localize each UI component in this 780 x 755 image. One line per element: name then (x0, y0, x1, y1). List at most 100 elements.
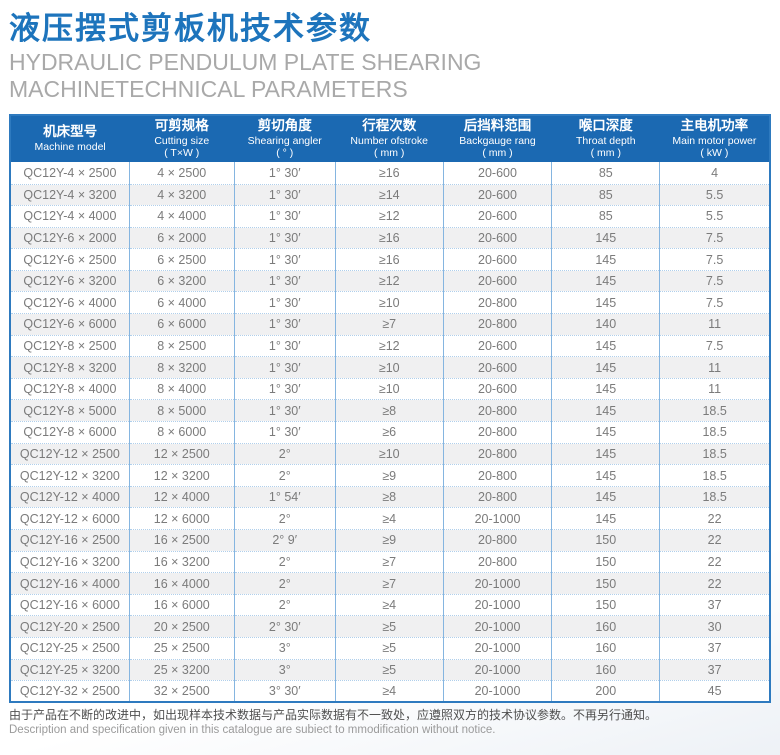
table-cell-motor-power: 11 (659, 377, 770, 400)
column-label-en: Shearing angler (247, 134, 322, 147)
table-cell-shearing-angle: 3° (234, 658, 336, 681)
table-cell-motor-power: 22 (659, 507, 770, 530)
table-row: QC12Y-16 × 2500 16 × 2500 2° 9′ ≥9 20-800 150… (10, 529, 770, 552)
table-cell-strokes: ≥8 (335, 399, 444, 422)
table-cell-throat-depth: 145 (551, 377, 661, 400)
table-cell-cutting-size: 6 × 6000 (129, 313, 235, 336)
table-cell-throat-depth: 145 (551, 248, 661, 271)
table-cell-model: QC12Y-12 × 6000 (10, 507, 130, 530)
table-cell-strokes: ≥4 (335, 507, 444, 530)
table-cell-shearing-angle: 1° 30′ (234, 313, 336, 336)
table-cell-cutting-size: 6 × 4000 (129, 291, 235, 314)
table-cell-throat-depth: 145 (551, 334, 661, 357)
table-cell-strokes: ≥16 (335, 248, 444, 271)
table-cell-throat-depth: 145 (551, 485, 661, 508)
column-header-shearing-angle: 剪切角度 Shearing angler( ° ) (234, 115, 336, 163)
column-header-inner: 主电机功率 Main motor power( kW ) (660, 118, 769, 159)
column-label-cn: 喉口深度 (578, 118, 633, 134)
column-label-en: Machine model (34, 140, 106, 153)
table-cell-cutting-size: 16 × 4000 (129, 572, 235, 595)
table-cell-shearing-angle: 2° 9′ (234, 529, 336, 552)
column-label-cn: 剪切角度 (257, 118, 312, 134)
column-header-cutting-size: 可剪规格 Cutting size( T×W ) (129, 115, 235, 163)
table-cell-backgauge: 20-600 (443, 205, 553, 228)
table-cell-strokes: ≥7 (335, 572, 444, 595)
table-cell-throat-depth: 145 (551, 507, 661, 530)
table-cell-strokes: ≥14 (335, 183, 444, 206)
table-cell-throat-depth: 160 (551, 615, 661, 638)
table-cell-model: QC12Y-20 × 2500 (10, 615, 130, 638)
column-header-inner: 可剪规格 Cutting size( T×W ) (129, 118, 234, 159)
table-cell-motor-power: 18.5 (659, 421, 770, 444)
table-cell-shearing-angle: 1° 30′ (234, 291, 336, 314)
table-cell-throat-depth: 145 (551, 356, 661, 379)
table-cell-cutting-size: 4 × 2500 (129, 162, 235, 185)
table-cell-strokes: ≥4 (335, 593, 444, 616)
table-cell-strokes: ≥5 (335, 658, 444, 681)
table-cell-shearing-angle: 1° 30′ (234, 377, 336, 400)
table-cell-motor-power: 37 (659, 658, 770, 681)
table-cell-cutting-size: 4 × 4000 (129, 205, 235, 228)
table-row: QC12Y-4 × 2500 4 × 2500 1° 30′ ≥16 20-600 85 4 (10, 162, 770, 185)
footer-note: 由于产品在不断的改进中，如出现样本技术数据与产品实际数据有不一致处，应遵照双方的… (9, 708, 771, 737)
table-cell-model: QC12Y-16 × 2500 (10, 529, 130, 552)
table-cell-model: QC12Y-4 × 4000 (10, 205, 130, 228)
table-cell-cutting-size: 4 × 3200 (129, 183, 235, 206)
table-cell-shearing-angle: 2° (234, 507, 336, 530)
column-header-throat-depth: 喉口深度 Throat depth( mm ) (551, 115, 660, 163)
table-cell-cutting-size: 25 × 2500 (129, 636, 235, 660)
table-cell-backgauge: 20-600 (443, 269, 553, 292)
table-cell-strokes: ≥9 (335, 529, 444, 552)
table-cell-throat-depth: 145 (551, 399, 661, 422)
table-row: QC12Y-12 × 4000 12 × 4000 1° 54′ ≥8 20-800 14… (10, 485, 770, 508)
table-cell-strokes: ≥10 (335, 377, 444, 400)
table-cell-motor-power: 7.5 (659, 334, 770, 357)
table-cell-strokes: ≥10 (335, 356, 444, 379)
table-cell-model: QC12Y-8 × 3200 (10, 356, 130, 379)
column-header-inner: 剪切角度 Shearing angler( ° ) (234, 118, 335, 159)
table-cell-throat-depth: 150 (551, 572, 661, 595)
table-cell-backgauge: 20-600 (443, 183, 553, 206)
table-cell-motor-power: 7.5 (659, 269, 770, 292)
column-label-en: Backgauge rang (459, 134, 536, 147)
table-cell-backgauge: 20-600 (443, 226, 553, 249)
page-title: 液压摆式剪板机技术参数 (9, 11, 372, 46)
table-cell-model: QC12Y-4 × 3200 (10, 183, 130, 206)
specs-table-body: QC12Y-4 × 2500 4 × 2500 1° 30′ ≥16 20-600 85 4… (10, 162, 770, 703)
table-cell-throat-depth: 145 (551, 442, 661, 465)
table-cell-shearing-angle: 2° (234, 593, 336, 616)
table-cell-cutting-size: 16 × 6000 (129, 593, 235, 616)
table-row: QC12Y-12 × 2500 12 × 2500 2° ≥10 20-800 145 18… (10, 442, 770, 465)
table-cell-backgauge: 20-800 (443, 313, 553, 336)
catalog-page: 液压摆式剪板机技术参数 HYDRAULIC PENDULUM PLATE SHE… (0, 3, 780, 738)
table-cell-motor-power: 7.5 (659, 226, 770, 249)
table-cell-cutting-size: 12 × 6000 (129, 507, 235, 530)
table-cell-model: QC12Y-8 × 6000 (10, 421, 130, 444)
table-cell-cutting-size: 6 × 3200 (129, 269, 235, 292)
table-cell-cutting-size: 12 × 3200 (129, 464, 235, 487)
table-cell-motor-power: 37 (659, 636, 770, 660)
table-cell-throat-depth: 145 (551, 291, 661, 314)
table-cell-strokes: ≥16 (335, 162, 444, 185)
column-header-inner: 机床型号 Machine model (11, 118, 129, 159)
column-header-motor-power: 主电机功率 Main motor power( kW ) (659, 115, 770, 163)
table-cell-motor-power: 18.5 (659, 464, 770, 487)
table-cell-cutting-size: 6 × 2500 (129, 248, 235, 271)
column-unit: ( kW ) (700, 147, 729, 160)
table-cell-model: QC12Y-16 × 3200 (10, 550, 130, 573)
table-cell-strokes: ≥10 (335, 442, 444, 465)
table-cell-strokes: ≥10 (335, 291, 444, 314)
table-cell-motor-power: 4 (711, 165, 719, 180)
column-label-en: Throat depth (576, 134, 636, 147)
column-header-inner: 喉口深度 Throat depth( mm ) (552, 118, 660, 159)
table-cell-strokes: ≥12 (335, 269, 444, 292)
table-cell-model: QC12Y-8 × 2500 (10, 334, 130, 357)
table-cell-backgauge: 20-600 (443, 377, 553, 400)
table-cell-strokes: ≥12 (335, 334, 444, 357)
table-cell-cutting-size: 8 × 5000 (129, 399, 235, 422)
column-unit: ( T×W ) (164, 147, 200, 160)
table-cell-model: QC12Y-8 × 5000 (10, 399, 130, 422)
table-cell-motor-power: 37 (659, 593, 770, 616)
column-label-cn: 主电机功率 (680, 118, 749, 134)
table-row: QC12Y-16 × 3200 16 × 3200 2° ≥7 20-800 150 22 (10, 550, 770, 573)
